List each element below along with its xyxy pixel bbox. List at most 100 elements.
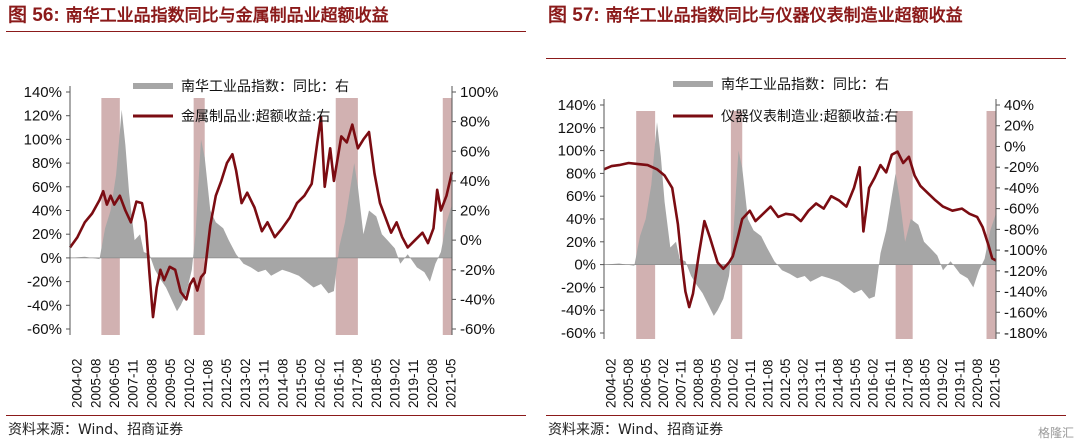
y-left-tick-label: 60% — [566, 188, 596, 205]
figure-title-text: 南华工业品指数同比与金属制品业超额收益 — [65, 6, 389, 26]
y-right-tick-label: 40% — [1004, 97, 1034, 114]
legend-label: 南华工业品指数：同比：右 — [181, 79, 349, 95]
y-left-tick-label: 40% — [566, 211, 596, 228]
x-tick-label: 2021-05 — [444, 358, 459, 408]
x-tick-label: 2004-02 — [70, 358, 85, 408]
y-right-tick-label: 20% — [460, 203, 490, 220]
y-left-tick-label: -20% — [561, 279, 596, 296]
x-tick-label: 2017-08 — [350, 358, 365, 408]
y-right-tick-label: -20% — [1004, 159, 1039, 176]
series-line — [603, 150, 997, 309]
x-tick-label: 2015-05 — [294, 358, 309, 408]
x-tick-label: 2017-08 — [900, 358, 915, 408]
y-right-tick-label: -60% — [460, 321, 495, 338]
y-right-tick-label: 0% — [460, 232, 482, 249]
x-tick-label: 2016-02 — [865, 358, 880, 408]
y-right-tick-label: 40% — [460, 173, 490, 190]
y-left-tick-label: 20% — [32, 226, 62, 243]
y-left-tick-label: -20% — [27, 274, 62, 291]
series-area — [70, 109, 452, 312]
y-left-tick-label: 40% — [32, 203, 62, 220]
figure-number: 图 56: — [8, 5, 60, 26]
chart-panel-56: 图 56: 南华工业品指数同比与金属制品业超额收益 140% 120% 100% 80… — [6, 4, 528, 438]
x-tick-label: 2010-02 — [182, 358, 197, 408]
x-tick-label: 2021-05 — [988, 358, 1003, 408]
y-left-tick-label: 120% — [24, 108, 62, 125]
x-tick-label: 2013-11 — [813, 359, 828, 408]
y-right-tick-label: -80% — [1004, 221, 1039, 238]
title-rule — [546, 58, 1066, 59]
x-tick-label: 2016-11 — [331, 359, 346, 408]
x-tick-label: 2019-02 — [935, 358, 950, 408]
chart-56-plot: 140% 120% 100% 80% 60% 40% 20% 0% -20% -40% -60% 10… — [24, 79, 499, 408]
x-tick-label: 2015-05 — [848, 358, 863, 408]
legend-label: 金属制品业:超额收益:右 — [181, 109, 330, 125]
figure-title: 图 56: 南华工业品指数同比与金属制品业超额收益 — [8, 4, 528, 28]
x-tick-label: 2012-05 — [778, 358, 793, 408]
x-tick-label: 2019-02 — [387, 358, 402, 408]
y-left-tick-label: 100% — [24, 131, 62, 148]
y-right-tick-label: -40% — [460, 291, 495, 308]
x-tick-label: 2014-08 — [830, 358, 845, 408]
figure-title: 图 57: 南华工业品指数同比与仪器仪表制造业超额收益 — [548, 4, 1068, 28]
x-tick-label: 2019-11 — [953, 359, 968, 408]
y-left-tick-label: 140% — [24, 84, 62, 101]
x-tick-label: 2005-08 — [88, 358, 103, 408]
y-right-tick-label: 20% — [1004, 118, 1034, 135]
x-tick-label: 2020-08 — [425, 358, 440, 408]
y-left-tick-label: 100% — [558, 143, 596, 160]
x-tick-label: 2016-11 — [883, 359, 898, 408]
y-left-tick-label: 0% — [40, 250, 62, 267]
y-right-tick-label: 0% — [1004, 138, 1026, 155]
x-tick-label: 2019-11 — [406, 359, 421, 408]
shaded-period — [986, 111, 996, 339]
figure-title-text: 南华工业品指数同比与仪器仪表制造业超额收益 — [605, 6, 963, 26]
x-tick-label: 2013-02 — [796, 358, 811, 408]
x-tick-label: 2008-08 — [691, 358, 706, 408]
y-right-tick-label: -20% — [460, 262, 495, 279]
x-tick-label: 2013-11 — [257, 359, 272, 408]
chart-panel-57: 图 57: 南华工业品指数同比与仪器仪表制造业超额收益 140% 120% 100%… — [540, 0, 1080, 443]
x-tick-label: 2010-11 — [743, 359, 758, 408]
y-left-tick-label: 80% — [32, 155, 62, 172]
x-tick-label: 2016-02 — [313, 358, 328, 408]
shaded-period — [895, 111, 913, 339]
x-tick-label: 2011-08 — [761, 359, 776, 408]
y-right-tick-label: -60% — [1004, 201, 1039, 218]
y-right-tick-label: 100% — [460, 84, 498, 101]
y-left-tick-label: 0% — [574, 257, 596, 274]
source-rule — [6, 415, 526, 416]
series-area — [604, 122, 996, 316]
x-tick-label: 2020-08 — [970, 358, 985, 408]
legend-label: 仪器仪表制造业:超额收益:右 — [721, 109, 898, 125]
x-tick-label: 2014-08 — [275, 358, 290, 408]
series-line — [68, 115, 454, 319]
legend-label: 南华工业品指数：同比：右 — [721, 77, 889, 93]
y-left-tick-label: -40% — [561, 302, 596, 319]
y-right-tick-label: 60% — [460, 143, 490, 160]
source-note: 资料来源：Wind、招商证券 — [8, 422, 184, 438]
x-tick-label: 2008-08 — [144, 358, 159, 408]
x-tick-label: 2007-11 — [673, 359, 688, 408]
x-tick-label: 2012-05 — [219, 358, 234, 408]
x-tick-label: 2011-08 — [200, 359, 215, 408]
x-tick-label: 2009-05 — [163, 358, 178, 408]
x-tick-label: 2005-08 — [621, 358, 636, 408]
x-tick-label: 2009-05 — [708, 358, 723, 408]
x-tick-label: 2013-02 — [238, 358, 253, 408]
y-left-tick-label: -40% — [27, 297, 62, 314]
watermark-logo: 格隆汇 — [1037, 426, 1074, 440]
y-left-tick-label: -60% — [27, 321, 62, 338]
y-left-tick-label: 120% — [558, 120, 596, 137]
y-left-tick-label: 60% — [32, 179, 62, 196]
x-tick-label: 2004-02 — [604, 358, 619, 408]
y-left-tick-label: 80% — [566, 165, 596, 182]
chart-57-plot: 140% 120% 100% 80% 60% 40% 20% 0% -20% -40% -60% 40… — [558, 77, 1048, 408]
x-tick-label: 2018-05 — [369, 358, 384, 408]
y-right-tick-label: 80% — [460, 114, 490, 131]
y-right-tick-label: -140% — [1004, 284, 1047, 301]
x-tick-label: 2010-02 — [726, 358, 741, 408]
y-right-tick-label: -40% — [1004, 180, 1039, 197]
x-tick-label: 2006-05 — [638, 358, 653, 408]
figure-number: 图 57: — [548, 5, 600, 26]
